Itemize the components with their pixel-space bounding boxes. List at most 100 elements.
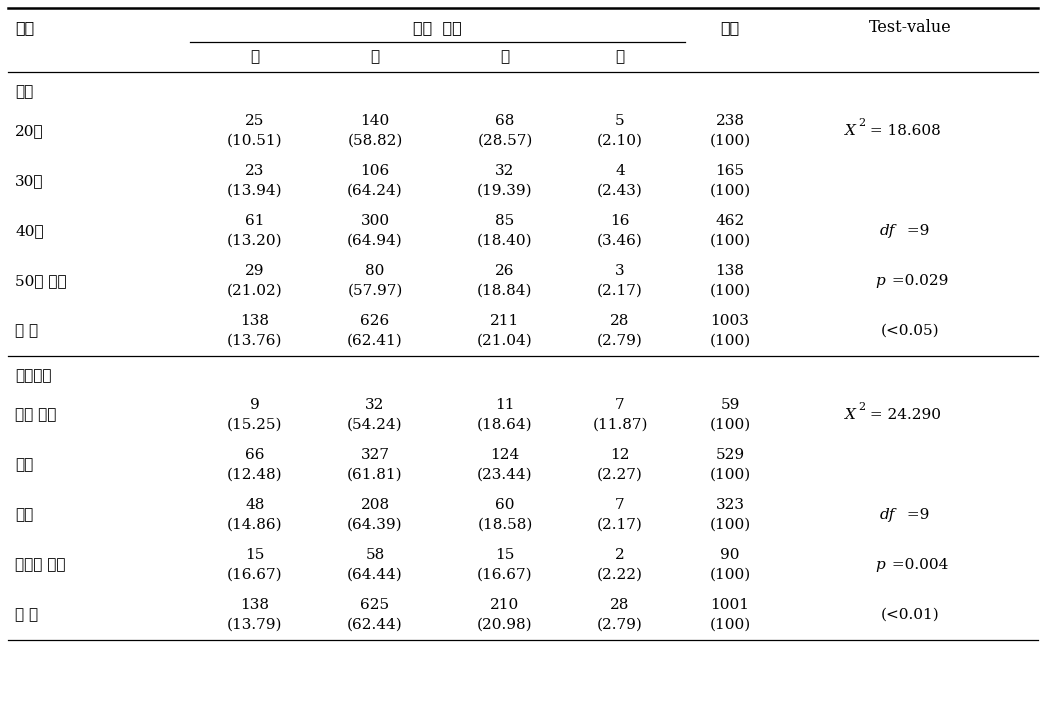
Text: 9: 9	[250, 398, 259, 412]
Text: ①: ①	[250, 50, 259, 64]
Text: 고졸: 고졸	[15, 458, 33, 472]
Text: 90: 90	[721, 548, 740, 562]
Text: (62.44): (62.44)	[347, 618, 403, 632]
Text: (20.98): (20.98)	[477, 618, 532, 632]
Text: 3: 3	[615, 264, 624, 278]
Text: (3.46): (3.46)	[597, 234, 643, 248]
Text: 80: 80	[365, 264, 385, 278]
Text: (64.39): (64.39)	[347, 518, 403, 532]
Text: (18.64): (18.64)	[477, 418, 532, 432]
Text: 106: 106	[361, 164, 389, 178]
Text: 26: 26	[495, 264, 515, 278]
Text: (64.44): (64.44)	[347, 568, 403, 582]
Text: p: p	[876, 558, 885, 572]
Text: =0.029: =0.029	[887, 274, 949, 288]
Text: (100): (100)	[709, 184, 751, 198]
Text: 529: 529	[715, 448, 745, 462]
Text: ④: ④	[615, 50, 624, 64]
Text: (2.43): (2.43)	[597, 184, 643, 198]
Text: 대졸: 대졸	[15, 508, 33, 522]
Text: (100): (100)	[709, 284, 751, 298]
Text: (57.97): (57.97)	[347, 284, 403, 298]
Text: (62.41): (62.41)	[347, 334, 403, 348]
Text: 210: 210	[491, 598, 520, 612]
Text: (100): (100)	[709, 518, 751, 532]
Text: (2.22): (2.22)	[597, 568, 643, 582]
Text: 59: 59	[721, 398, 740, 412]
Text: (64.24): (64.24)	[347, 184, 403, 198]
Text: Test-value: Test-value	[868, 19, 952, 37]
Text: (100): (100)	[709, 234, 751, 248]
Text: (18.84): (18.84)	[477, 284, 532, 298]
Text: 25: 25	[246, 114, 265, 128]
Text: df: df	[880, 508, 895, 522]
Text: 16: 16	[610, 214, 630, 228]
Text: (<0.05): (<0.05)	[881, 324, 939, 338]
Text: =9: =9	[902, 508, 930, 522]
Text: 138: 138	[241, 598, 270, 612]
Text: 구분: 구분	[15, 19, 35, 37]
Text: 208: 208	[361, 498, 389, 512]
Text: 462: 462	[715, 214, 745, 228]
Text: (2.17): (2.17)	[597, 284, 643, 298]
Text: 전 체: 전 체	[15, 324, 38, 338]
Text: (58.82): (58.82)	[347, 134, 403, 148]
Text: 61: 61	[245, 214, 265, 228]
Text: (2.17): (2.17)	[597, 518, 643, 532]
Text: 85: 85	[496, 214, 515, 228]
Text: 2: 2	[615, 548, 624, 562]
Text: (10.51): (10.51)	[227, 134, 282, 148]
Text: 28: 28	[610, 598, 630, 612]
Text: (23.44): (23.44)	[477, 468, 532, 482]
Text: 165: 165	[715, 164, 745, 178]
Text: (100): (100)	[709, 618, 751, 632]
Text: 124: 124	[491, 448, 520, 462]
Text: 626: 626	[361, 314, 389, 328]
Text: (100): (100)	[709, 418, 751, 432]
Text: (12.48): (12.48)	[227, 468, 282, 482]
Text: 30대: 30대	[15, 174, 44, 188]
Text: 4: 4	[615, 164, 624, 178]
Text: 15: 15	[246, 548, 265, 562]
Text: (14.86): (14.86)	[227, 518, 282, 532]
Text: = 18.608: = 18.608	[865, 124, 940, 138]
Text: ②: ②	[370, 50, 380, 64]
Text: 설문  문항: 설문 문항	[413, 19, 462, 37]
Text: (19.39): (19.39)	[477, 184, 532, 198]
Text: 전 체: 전 체	[15, 608, 38, 622]
Text: p: p	[876, 274, 885, 288]
Text: =0.004: =0.004	[887, 558, 949, 572]
Text: 323: 323	[715, 498, 745, 512]
Text: df: df	[880, 224, 895, 238]
Text: (13.94): (13.94)	[227, 184, 282, 198]
Text: 29: 29	[245, 264, 265, 278]
Text: 1003: 1003	[710, 314, 749, 328]
Text: 12: 12	[610, 448, 630, 462]
Text: (18.58): (18.58)	[477, 518, 532, 532]
Text: (61.81): (61.81)	[347, 468, 403, 482]
Text: 2: 2	[858, 118, 865, 128]
Text: (13.76): (13.76)	[227, 334, 282, 348]
Text: 15: 15	[496, 548, 515, 562]
Text: 23: 23	[246, 164, 265, 178]
Text: 교육정도: 교육정도	[15, 369, 51, 383]
Text: (100): (100)	[709, 568, 751, 582]
Text: 50대 이상: 50대 이상	[15, 274, 67, 288]
Text: (2.79): (2.79)	[597, 334, 643, 348]
Text: (13.79): (13.79)	[227, 618, 282, 632]
Text: 2: 2	[858, 402, 865, 412]
Text: 211: 211	[491, 314, 520, 328]
Text: (2.79): (2.79)	[597, 618, 643, 632]
Text: 40대: 40대	[15, 224, 44, 238]
Text: (13.20): (13.20)	[227, 234, 282, 248]
Text: 중졸 이하: 중졸 이하	[15, 408, 56, 422]
Text: 32: 32	[365, 398, 385, 412]
Text: = 24.290: = 24.290	[865, 408, 941, 422]
Text: (2.27): (2.27)	[597, 468, 643, 482]
Text: (18.40): (18.40)	[477, 234, 532, 248]
Text: (21.02): (21.02)	[227, 284, 282, 298]
Text: (16.67): (16.67)	[477, 568, 532, 582]
Text: (<0.01): (<0.01)	[881, 608, 939, 622]
Text: 5: 5	[615, 114, 624, 128]
Text: 60: 60	[495, 498, 515, 512]
